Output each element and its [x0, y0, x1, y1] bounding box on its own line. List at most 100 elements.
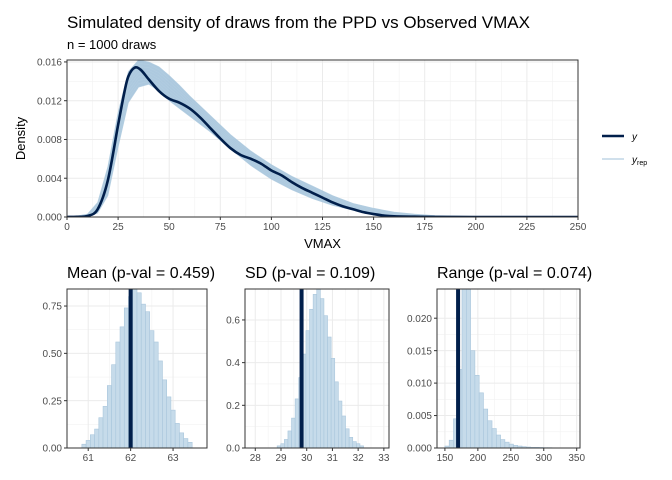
histogram-bar: [461, 288, 467, 449]
histogram-bar: [284, 439, 289, 449]
histogram-bar: [330, 358, 336, 449]
x-tick-label: 225: [519, 222, 536, 233]
hist-sd-panel: SD (p-val = 0.109) 28 29 30 31 32 33 0.0 0.2 0.4 0…: [226, 265, 390, 464]
hist-range-panel: Range (p-val = 0.074) 150 200 250 300 350 0.00…: [407, 265, 592, 464]
histogram-bar: [504, 441, 510, 449]
histogram-bar: [478, 392, 484, 449]
histogram-bar: [352, 441, 357, 449]
histogram-bar: [140, 303, 146, 449]
density-layer: [67, 60, 578, 217]
histogram-bar: [166, 396, 172, 449]
y-tick-label: 0.4: [226, 358, 240, 369]
y-tick-label: 0.000: [407, 444, 432, 455]
histogram-bar: [149, 330, 155, 449]
histogram-bar: [341, 415, 346, 449]
histogram-bar: [287, 430, 292, 449]
histogram-bar: [483, 408, 489, 449]
histogram-bar: [327, 336, 332, 449]
x-tick-label: 63: [167, 453, 179, 464]
y-tick-label: 0.020: [407, 314, 432, 325]
histogram-bar: [107, 385, 112, 449]
histogram-bar: [94, 428, 100, 449]
histogram-bar: [487, 420, 493, 449]
figure-subtitle: n = 1000 draws: [67, 37, 157, 52]
x-tick-label: 33: [378, 453, 390, 464]
x-tick-label: 32: [353, 453, 365, 464]
panel-border: [244, 288, 390, 449]
histogram-bar: [508, 443, 514, 449]
histogram-bar: [323, 315, 328, 449]
histogram-bar: [183, 438, 189, 449]
y-tick-label: 0.015: [407, 346, 432, 357]
histogram-bar: [496, 434, 501, 449]
histogram-bar: [179, 432, 184, 449]
y-tick-label: 0.005: [407, 411, 432, 422]
x-tick-label: 0: [64, 222, 70, 233]
histogram-bar: [491, 428, 497, 449]
x-tick-label: 75: [215, 222, 227, 233]
y-tick-label: 0.25: [43, 396, 63, 407]
x-tick-label: 250: [570, 222, 587, 233]
y-tick-label: 0.010: [407, 379, 432, 390]
histogram-bar: [356, 443, 361, 449]
y-tick-label: 0.00: [43, 444, 63, 455]
y-tick-label: 0.0: [226, 444, 240, 455]
x-tick-label: 250: [502, 453, 519, 464]
histogram-bar: [90, 434, 95, 449]
histogram-bar: [174, 423, 180, 449]
histogram-bar: [102, 406, 108, 449]
histogram-bar: [291, 417, 296, 449]
figure-title: Simulated density of draws from the PPD …: [67, 13, 530, 32]
histogram-bar: [162, 379, 167, 449]
histogram-bar: [309, 308, 314, 449]
panel-border: [66, 288, 208, 449]
histogram-bar: [348, 437, 354, 449]
histogram-bar: [338, 400, 343, 449]
histogram-bar: [280, 443, 285, 449]
x-axis-label: VMAX: [304, 236, 341, 251]
histogram-bar: [157, 360, 163, 449]
histogram-bar: [466, 288, 471, 449]
histogram-bar: [145, 311, 151, 449]
y-tick-label: 0.50: [43, 349, 63, 360]
histogram-bar: [305, 330, 310, 449]
x-tick-label: 125: [314, 222, 331, 233]
y-tick-label: 0.75: [43, 302, 63, 313]
panel-title: Mean (p-val = 0.459): [67, 265, 215, 282]
y-tick-label: 0.000: [37, 213, 62, 224]
histogram-bar: [85, 440, 91, 449]
x-tick-label: 300: [535, 453, 552, 464]
histogram-bar: [81, 443, 87, 449]
x-tick-label: 50: [164, 222, 176, 233]
y-tick-label: 0.6: [226, 316, 240, 327]
histogram-bar: [111, 364, 117, 449]
y-tick-label: 0.012: [37, 96, 62, 107]
x-tick-label: 200: [470, 453, 487, 464]
observed-density-line: [67, 66, 578, 217]
y-tick-label: 0.004: [37, 174, 62, 185]
histogram-bar: [98, 417, 104, 449]
x-tick-label: 31: [327, 453, 339, 464]
panel-title: Range (p-val = 0.074): [437, 265, 592, 282]
histogram-bar: [345, 428, 350, 449]
x-tick-label: 150: [437, 453, 454, 464]
histogram-bar: [115, 341, 121, 449]
histogram-bar: [136, 292, 142, 449]
histogram-bar: [312, 294, 318, 449]
x-tick-label: 150: [365, 222, 382, 233]
y-axis-label: Density: [13, 116, 28, 160]
histogram-bar: [316, 288, 321, 449]
histogram-bar: [123, 307, 129, 449]
x-tick-label: 61: [83, 453, 95, 464]
legend-label-subscript: rep: [637, 160, 647, 167]
legend-label-observed: y: [631, 132, 638, 143]
x-tick-label: 175: [416, 222, 433, 233]
x-tick-label: 100: [263, 222, 280, 233]
x-tick-label: 62: [125, 453, 137, 464]
histogram-bar: [474, 375, 480, 449]
histogram-bar: [334, 381, 339, 449]
histogram-bar: [170, 409, 176, 449]
replicated-density-line: [67, 60, 578, 217]
y-tick-label: 0.2: [226, 401, 240, 412]
